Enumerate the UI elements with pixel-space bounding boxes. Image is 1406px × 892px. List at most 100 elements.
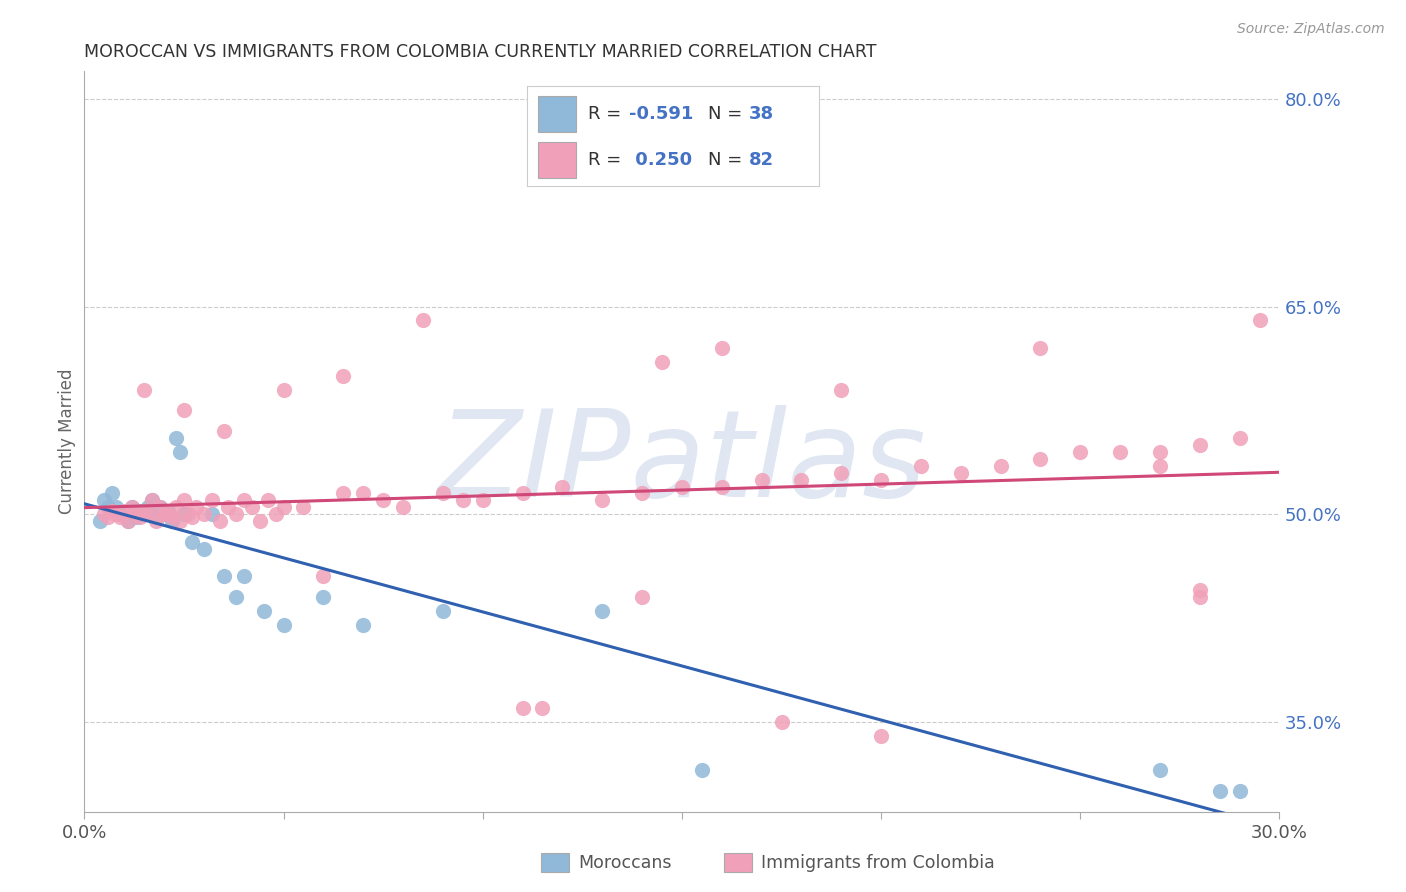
Point <box>332 486 354 500</box>
Point <box>1149 763 1171 777</box>
Text: MOROCCAN VS IMMIGRANTS FROM COLOMBIA CURRENTLY MARRIED CORRELATION CHART: MOROCCAN VS IMMIGRANTS FROM COLOMBIA CUR… <box>84 44 877 62</box>
Point <box>910 458 932 473</box>
Point <box>160 510 183 524</box>
Point <box>149 500 172 515</box>
Point <box>1188 438 1211 452</box>
Point <box>312 591 335 605</box>
Point <box>631 486 654 500</box>
Text: Moroccans: Moroccans <box>578 854 672 871</box>
Point <box>1229 431 1251 445</box>
Point <box>551 479 574 493</box>
Point <box>141 493 163 508</box>
Point <box>1249 313 1271 327</box>
Point <box>249 514 271 528</box>
Point <box>97 510 120 524</box>
Text: Source: ZipAtlas.com: Source: ZipAtlas.com <box>1237 22 1385 37</box>
Point <box>153 507 176 521</box>
Point <box>751 473 773 487</box>
Point <box>112 507 135 521</box>
Point <box>292 500 315 515</box>
Point <box>169 514 191 528</box>
Point <box>93 493 115 508</box>
Point <box>512 701 534 715</box>
Point <box>830 383 852 397</box>
Point <box>157 507 180 521</box>
Point <box>165 431 187 445</box>
Point <box>332 368 354 383</box>
Point <box>165 500 187 515</box>
Point <box>153 507 176 521</box>
Point <box>193 507 215 521</box>
Point <box>112 504 135 518</box>
Point <box>129 510 152 524</box>
Point <box>177 507 200 521</box>
Point <box>651 355 673 369</box>
Point <box>173 507 195 521</box>
Point <box>352 486 374 500</box>
Point <box>1029 341 1052 355</box>
Point <box>217 500 239 515</box>
Point <box>1229 784 1251 798</box>
Point <box>432 604 454 618</box>
Point <box>710 341 733 355</box>
Point <box>201 507 224 521</box>
Text: Immigrants from Colombia: Immigrants from Colombia <box>761 854 994 871</box>
Point <box>173 493 195 508</box>
Point <box>110 507 132 521</box>
Point <box>1188 583 1211 598</box>
Point <box>471 493 494 508</box>
Point <box>201 493 224 508</box>
Point <box>264 507 287 521</box>
Point <box>101 486 124 500</box>
Point <box>1149 458 1171 473</box>
Point <box>870 729 893 743</box>
Point <box>232 569 254 583</box>
Point <box>110 510 132 524</box>
Point <box>157 504 180 518</box>
Point <box>591 493 613 508</box>
Point <box>990 458 1012 473</box>
Point <box>117 514 139 528</box>
Point <box>1188 591 1211 605</box>
Point <box>129 504 152 518</box>
Point <box>631 591 654 605</box>
Point <box>232 493 254 508</box>
Point <box>181 510 204 524</box>
Point <box>870 473 893 487</box>
Point <box>710 479 733 493</box>
Point <box>141 493 163 508</box>
Point <box>273 618 295 632</box>
Point <box>273 383 295 397</box>
Point <box>212 424 235 438</box>
Point <box>89 514 111 528</box>
Point <box>121 500 143 515</box>
Point <box>1029 451 1052 466</box>
Point <box>240 500 263 515</box>
Point <box>690 763 713 777</box>
Point <box>105 500 128 515</box>
Point <box>193 541 215 556</box>
Point <box>591 604 613 618</box>
Point <box>312 569 335 583</box>
Point <box>208 514 231 528</box>
Point <box>93 507 115 521</box>
Point <box>432 486 454 500</box>
Point <box>132 383 156 397</box>
Point <box>136 507 159 521</box>
Point <box>671 479 693 493</box>
Point <box>101 504 124 518</box>
Point <box>160 514 183 528</box>
Point <box>173 403 195 417</box>
Point <box>256 493 278 508</box>
Point <box>253 604 276 618</box>
Point <box>531 701 554 715</box>
Point <box>125 507 148 521</box>
Point <box>136 500 159 515</box>
Point <box>451 493 474 508</box>
Point <box>512 486 534 500</box>
Point <box>412 313 434 327</box>
Point <box>149 500 172 515</box>
Point <box>225 507 247 521</box>
Point <box>790 473 813 487</box>
Text: ZIPatlas: ZIPatlas <box>437 405 927 522</box>
